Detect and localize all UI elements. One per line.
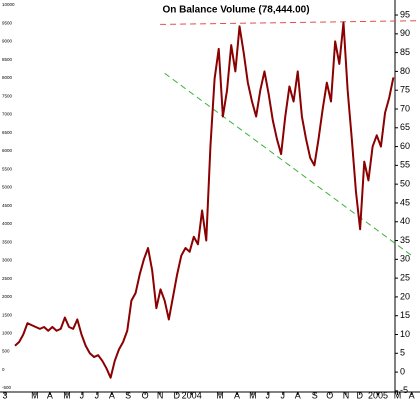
x-tick-label: J (80, 390, 85, 400)
y-tick-label: 10 (400, 329, 410, 339)
y2-tick-label: 7500 (2, 93, 13, 98)
y2-tick-label: 10000 (2, 2, 15, 7)
y-tick-label: 60 (400, 141, 410, 151)
x-tick-label: S (312, 390, 318, 400)
x-tick-label: D (173, 390, 180, 400)
y2-tick-label: 2500 (2, 276, 13, 281)
y2-tick-label: 7000 (2, 112, 13, 117)
unit-label: x1000 (401, 398, 420, 400)
y-tick-label: 30 (400, 254, 410, 264)
x-tick-label: S (125, 390, 131, 400)
y-tick-label: 45 (400, 197, 410, 207)
y-tick-label: 75 (400, 85, 410, 95)
x-tick-label: 2005 (368, 390, 388, 400)
y-tick-label: 0 (400, 366, 405, 376)
x-tick-label: A (234, 390, 240, 400)
y-tick-label: 95 (400, 9, 410, 19)
y2-tick-label: 500 (2, 349, 10, 354)
y-tick-label: 25 (400, 272, 410, 282)
y2-tick-label: 6500 (2, 130, 13, 135)
y2-tick-label: 5500 (2, 166, 13, 171)
x-tick-label: A (47, 390, 53, 400)
y-tick-label: 50 (400, 179, 410, 189)
y2-tick-label: 6000 (2, 148, 13, 153)
x-tick-label: A (409, 390, 415, 400)
x-tick-label: A (109, 390, 115, 400)
x-tick-label: N (343, 390, 350, 400)
y2-tick-label: 3500 (2, 239, 13, 244)
y-tick-label: 15 (400, 310, 410, 320)
y-tick-label: 70 (400, 103, 410, 113)
y2-tick-label: 9500 (2, 20, 13, 25)
x-tick-label: O (142, 390, 149, 400)
y2-tick-label: 8500 (2, 57, 13, 62)
y-tick-label: 5 (400, 348, 405, 358)
trendline (160, 20, 420, 25)
y2-tick-label: 4500 (2, 203, 13, 208)
x-tick-label: A (295, 390, 301, 400)
y2-tick-label: 1500 (2, 312, 13, 317)
x-tick-label: M (31, 390, 39, 400)
y-tick-label: 40 (400, 216, 410, 226)
x-tick-label: M (394, 390, 402, 400)
y2-tick-label: 3000 (2, 258, 13, 263)
y2-tick-label: 8000 (2, 75, 13, 80)
x-tick-label: J (281, 390, 286, 400)
x-tick-label: O (326, 390, 333, 400)
x-tick-label: M (63, 390, 71, 400)
y2-tick-label: -500 (2, 385, 12, 390)
x-tick-label: N (157, 390, 164, 400)
y2-tick-label: 0 (2, 367, 5, 372)
y-tick-label: 55 (400, 160, 410, 170)
x-tick-label: 2004 (182, 390, 202, 400)
x-tick-label: J (95, 390, 100, 400)
y-tick-label: 85 (400, 47, 410, 57)
y-tick-label: 80 (400, 66, 410, 76)
y-tick-label: -5 (400, 385, 408, 395)
y-tick-label: 90 (400, 28, 410, 38)
x-tick-label: D (356, 390, 363, 400)
series-line (14, 21, 395, 379)
x-tick-label: J (266, 390, 271, 400)
y2-tick-label: 5000 (2, 185, 13, 190)
x-tick-label: M (249, 390, 257, 400)
chart-title: On Balance Volume (78,444.00) (162, 5, 309, 16)
y2-tick-label: 1000 (2, 330, 13, 335)
y2-tick-label: 9000 (2, 39, 13, 44)
x-tick-label: 3 (2, 390, 7, 400)
y2-tick-label: 2000 (2, 294, 13, 299)
y2-tick-label: 4000 (2, 221, 13, 226)
y-tick-label: 35 (400, 235, 410, 245)
trendline (164, 72, 412, 256)
y-tick-label: 20 (400, 291, 410, 301)
y-tick-label: 65 (400, 122, 410, 132)
x-tick-label: M (216, 390, 224, 400)
